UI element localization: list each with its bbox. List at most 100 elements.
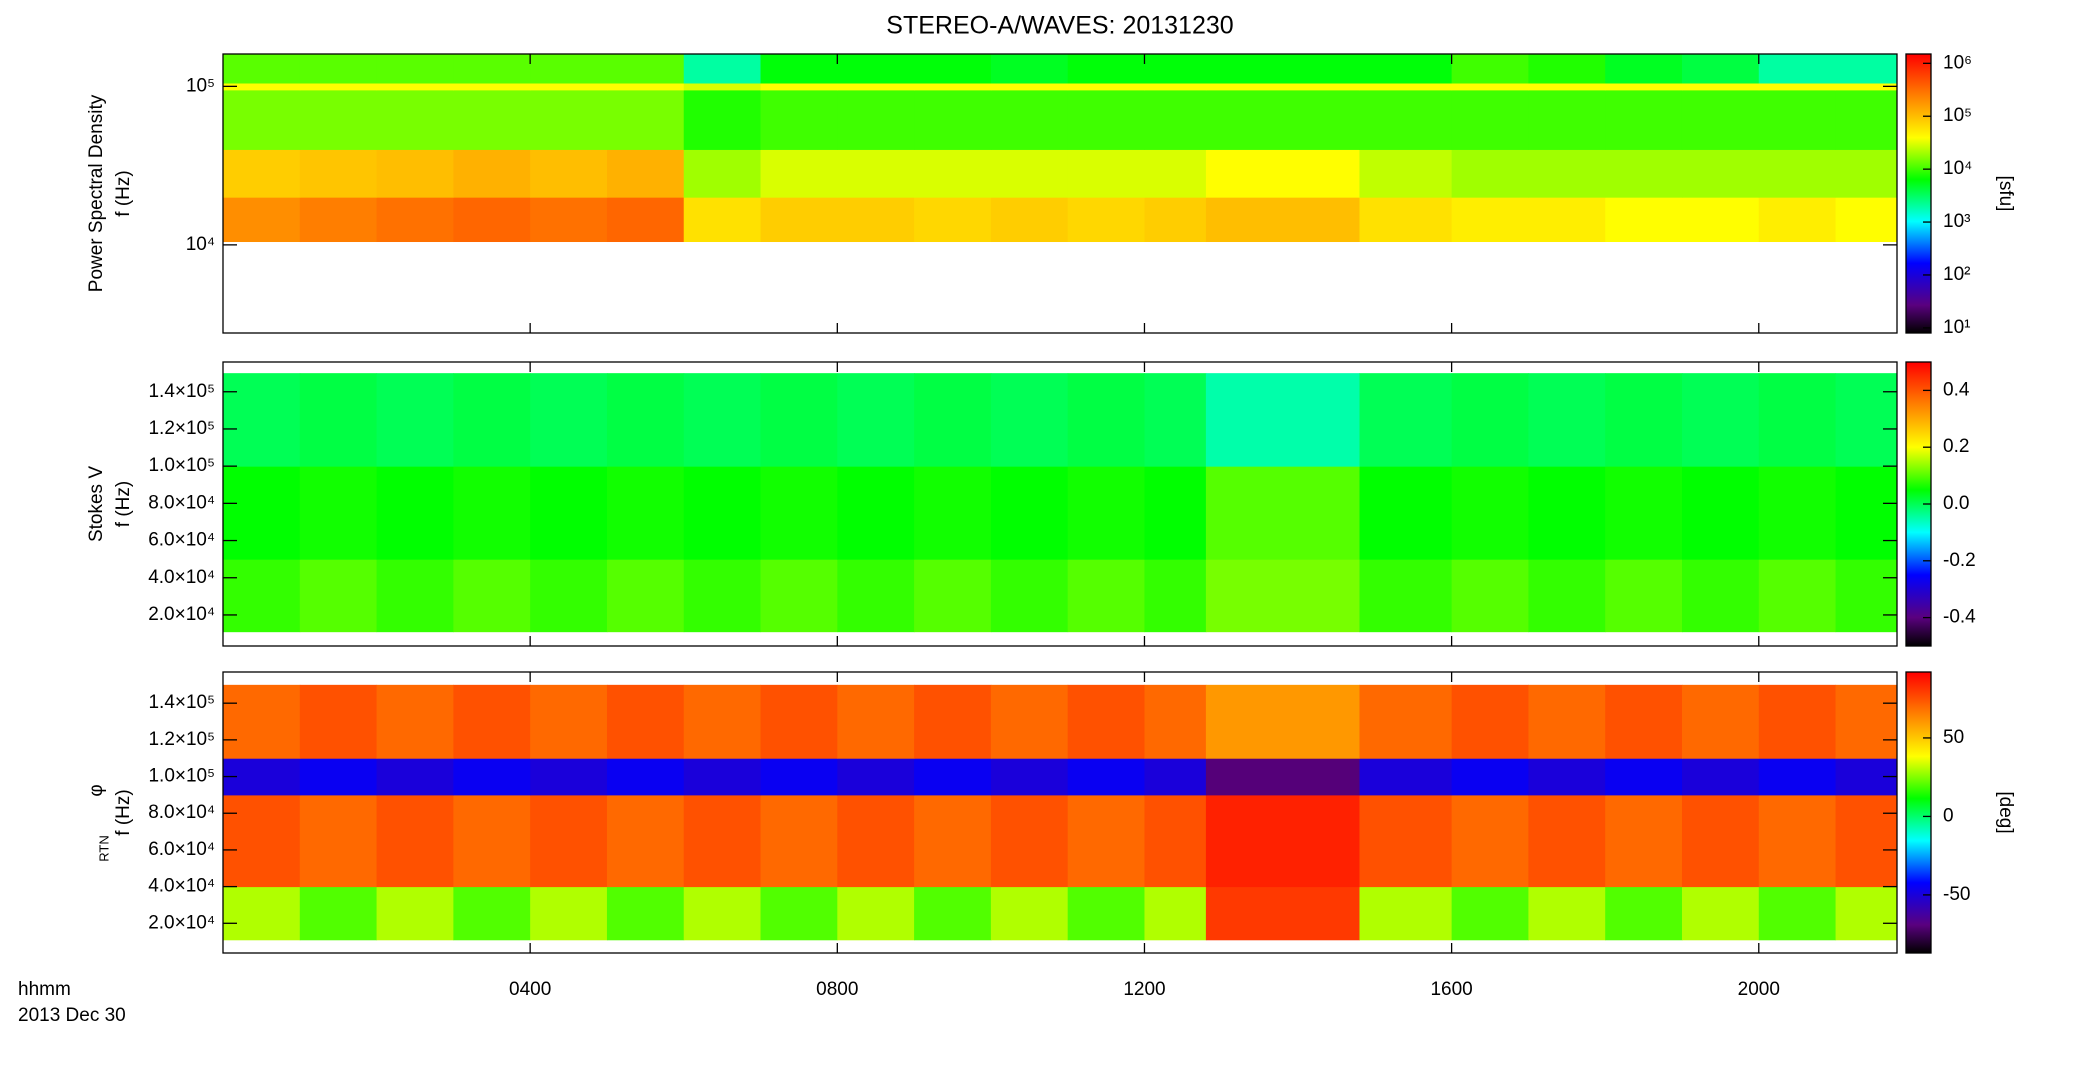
heatmap-cell [837, 794, 915, 888]
heatmap-cell [1758, 886, 1837, 941]
heatmap-cell [914, 758, 992, 796]
heatmap-cell [1528, 54, 1606, 84]
heatmap-cell [1359, 54, 1453, 84]
plot-frame [222, 671, 1898, 954]
heatmap-cell [1605, 149, 1683, 198]
heatmap-cell [1835, 54, 1898, 84]
heatmap-cell [223, 794, 301, 888]
heatmap-cell [837, 82, 915, 91]
heatmap-cell [1605, 82, 1683, 91]
heatmap-cell [1205, 559, 1360, 633]
heatmap-cell [990, 559, 1069, 633]
y-tick-label: 1.0×10⁵ [148, 455, 215, 476]
heatmap-cell [299, 82, 378, 91]
heatmap-cell [683, 82, 762, 91]
heatmap-cell [1067, 197, 1145, 243]
heatmap-cell [1835, 89, 1898, 150]
heatmap-cell [376, 149, 454, 198]
heatmap-cell [606, 149, 685, 198]
colorbar-tick-label: 10⁵ [1943, 105, 1972, 126]
heatmap-cell [530, 373, 608, 467]
heatmap-cell [299, 466, 378, 560]
heatmap-cell [530, 54, 608, 84]
heatmap-cell [376, 82, 454, 91]
heatmap-cell [990, 886, 1069, 941]
heatmap-cell [1835, 794, 1898, 888]
heatmap-cell [1205, 82, 1360, 91]
heatmap-cell [1681, 197, 1760, 243]
heatmap-cell [453, 373, 531, 467]
heatmap-cell [606, 886, 685, 941]
heatmap-cell [530, 886, 608, 941]
heatmap-cell [1359, 149, 1453, 198]
heatmap-cell [1758, 89, 1837, 150]
heatmap-cell [1835, 373, 1898, 467]
heatmap-cell [299, 89, 378, 150]
heatmap-cell [299, 758, 378, 796]
heatmap-cell [914, 149, 992, 198]
heatmap-cell [1144, 794, 1207, 888]
heatmap-cell [530, 758, 608, 796]
heatmap-cell [1528, 82, 1606, 91]
heatmap-cell [1451, 684, 1529, 759]
heatmap-cell [1067, 758, 1145, 796]
heatmap-cell [1205, 466, 1360, 560]
y-tick-label: 8.0×10⁴ [148, 802, 215, 823]
heatmap-cell [606, 758, 685, 796]
heatmap-cell [299, 373, 378, 467]
heatmap-cell [837, 197, 915, 243]
heatmap-cell [837, 886, 915, 941]
heatmap-cell [990, 684, 1069, 759]
heatmap-cell [683, 559, 762, 633]
y-tick-label: 1.2×10⁵ [148, 418, 215, 439]
colorbar-tick-label: 10⁴ [1943, 158, 1972, 179]
heatmap-cell [1758, 54, 1837, 84]
heatmap-cell [606, 82, 685, 91]
heatmap-cell [1205, 197, 1360, 243]
heatmap-cell [299, 559, 378, 633]
x-tick-label: 1600 [1430, 979, 1472, 1000]
heatmap-cell [1144, 149, 1207, 198]
heatmap-cell [1205, 373, 1360, 467]
heatmap-cell [376, 886, 454, 941]
colorbar-tick-label: -0.4 [1943, 607, 1976, 628]
heatmap-cell [1359, 197, 1453, 243]
heatmap-cell [837, 149, 915, 198]
y-axis-label: f (Hz) [113, 789, 134, 835]
heatmap-cell [1605, 684, 1683, 759]
y-tick-label: 2.0×10⁴ [148, 604, 215, 625]
heatmap-cell [1451, 373, 1529, 467]
heatmap-cell [1528, 684, 1606, 759]
colorbar-label: [sfu] [1995, 176, 2016, 212]
heatmap-cell [223, 197, 301, 243]
heatmap-cell [530, 82, 608, 91]
heatmap-cell [683, 373, 762, 467]
heatmap-cell [1144, 82, 1207, 91]
heatmap-cell [453, 466, 531, 560]
heatmap-cell [1681, 794, 1760, 888]
heatmap-cell [837, 684, 915, 759]
heatmap-cell [1681, 886, 1760, 941]
heatmap-cell [1528, 149, 1606, 198]
heatmap-cell [1205, 886, 1360, 941]
y-axis-label: f (Hz) [113, 170, 134, 216]
heatmap-cell [1451, 197, 1529, 243]
heatmap-cell [1451, 82, 1529, 91]
colorbar-tick-label: 0.0 [1943, 493, 1969, 514]
plot-frame [222, 361, 1898, 647]
heatmap-cell [683, 466, 762, 560]
heatmap-cell [1758, 466, 1837, 560]
y-tick-label: 1.2×10⁵ [148, 729, 215, 750]
heatmap-cell [914, 82, 992, 91]
heatmap-cell [299, 684, 378, 759]
heatmap-cell [1205, 794, 1360, 888]
y-tick-label: 8.0×10⁴ [148, 492, 215, 513]
colorbar-frame [1905, 53, 1932, 334]
heatmap-cell [760, 886, 838, 941]
heatmap-cell [1528, 89, 1606, 150]
heatmap-cell [223, 886, 301, 941]
y-tick-label: 1.4×10⁵ [148, 381, 215, 402]
heatmap-cell [1528, 758, 1606, 796]
heatmap-cell [914, 54, 992, 84]
